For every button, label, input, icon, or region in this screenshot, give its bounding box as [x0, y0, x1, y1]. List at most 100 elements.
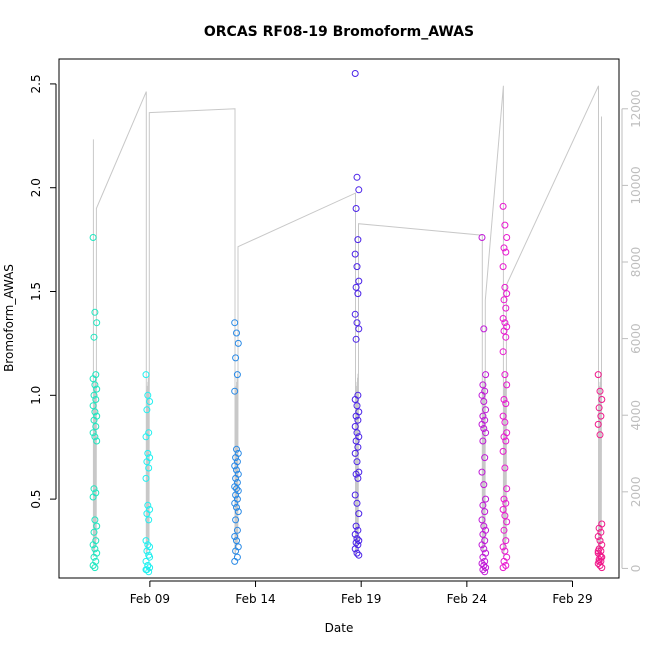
data-point — [233, 503, 240, 511]
data-point — [503, 290, 511, 298]
data-point — [145, 464, 153, 472]
data-point — [146, 398, 154, 405]
data-point — [499, 348, 507, 356]
data-point — [91, 545, 99, 553]
data-point — [93, 522, 101, 530]
data-point — [351, 423, 359, 430]
data-point — [146, 553, 154, 561]
data-point — [352, 205, 360, 212]
data-point — [232, 454, 240, 462]
data-point — [355, 325, 363, 333]
x-tick-label: Feb 24 — [447, 592, 487, 606]
chart-title: ORCAS RF08-19 Bromoform_AWAS — [204, 24, 474, 40]
data-point — [596, 387, 604, 395]
data-point — [479, 566, 487, 574]
data-point — [355, 510, 363, 518]
data-point — [482, 406, 490, 414]
x-tick-label: Feb 14 — [235, 592, 275, 606]
data-point — [91, 516, 99, 524]
y2-tick-label: 2000 — [629, 477, 643, 508]
data-point — [501, 547, 509, 555]
data-point — [90, 416, 98, 424]
data-point — [233, 537, 240, 545]
data-point — [234, 508, 242, 516]
x-tick-label: Feb 09 — [130, 592, 170, 606]
data-point — [89, 493, 97, 501]
data-point — [594, 533, 602, 540]
data-point — [89, 429, 97, 437]
y-tick-label: 2.5 — [29, 74, 43, 93]
data-point — [231, 499, 239, 507]
data-point — [499, 412, 507, 420]
data-point — [233, 466, 240, 474]
data-point — [351, 530, 359, 538]
data-point — [142, 557, 150, 565]
secondary-trace — [92, 85, 602, 557]
data-point — [594, 547, 602, 555]
data-point — [232, 547, 240, 555]
data-point — [351, 545, 359, 553]
data-point — [500, 244, 508, 252]
data-point — [594, 420, 602, 428]
data-point — [89, 562, 97, 569]
data-point — [480, 522, 488, 530]
data-point — [499, 543, 507, 551]
data-points — [89, 70, 606, 576]
data-point — [143, 458, 151, 466]
data-point — [233, 445, 240, 453]
data-point — [354, 236, 362, 244]
data-point — [500, 396, 508, 403]
y2-tick-label: 12000 — [629, 90, 643, 128]
data-point — [91, 564, 99, 572]
data-point — [354, 290, 362, 298]
data-point — [503, 485, 511, 493]
data-point — [93, 385, 101, 393]
data-point — [499, 315, 507, 322]
data-point — [502, 248, 510, 256]
data-point — [90, 333, 98, 341]
data-point — [353, 458, 361, 466]
data-point — [502, 304, 510, 312]
data-point — [501, 464, 509, 472]
data-point — [142, 433, 150, 441]
data-point — [480, 425, 488, 432]
data-point — [93, 319, 101, 327]
data-point — [500, 526, 508, 534]
data-point — [478, 516, 486, 524]
data-point — [480, 545, 488, 553]
data-point — [503, 518, 511, 526]
data-point — [478, 468, 486, 476]
data-point — [353, 402, 361, 410]
data-point — [479, 437, 487, 445]
data-point — [144, 501, 152, 509]
data-point — [233, 329, 240, 337]
data-point — [353, 499, 361, 507]
data-point — [478, 391, 486, 399]
data-point — [355, 186, 363, 194]
data-point — [143, 547, 151, 555]
data-point — [91, 433, 99, 441]
data-point — [145, 516, 153, 524]
data-point — [502, 333, 510, 341]
y-tick-label: 1.0 — [29, 386, 43, 405]
data-point — [351, 491, 359, 499]
data-point — [478, 234, 486, 241]
data-point — [89, 541, 97, 549]
data-point — [502, 499, 510, 507]
data-point — [89, 234, 97, 241]
y-tick-label: 0.5 — [29, 490, 43, 509]
data-point — [143, 406, 151, 414]
data-point — [143, 510, 151, 518]
data-point — [231, 557, 239, 565]
y-tick-label: 2.0 — [29, 178, 43, 197]
data-point — [90, 391, 98, 399]
y-tick-label: 1.5 — [29, 282, 43, 301]
data-point — [501, 283, 509, 291]
data-point — [351, 250, 359, 258]
data-point — [232, 354, 240, 362]
data-point — [501, 418, 509, 426]
secondary-trace-line — [92, 85, 602, 557]
data-point — [499, 564, 507, 572]
data-point — [499, 202, 507, 210]
y2-tick-label: 6000 — [629, 323, 643, 354]
